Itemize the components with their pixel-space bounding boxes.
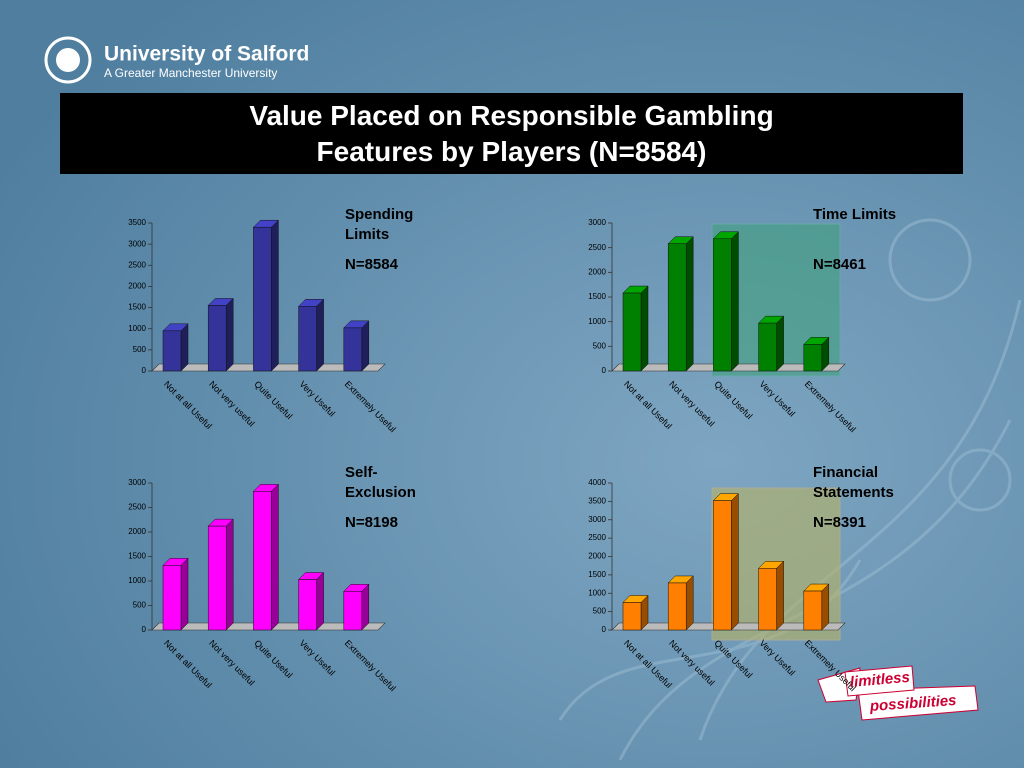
- y-tick-label: 1500: [588, 292, 606, 301]
- title: Value Placed on Responsible Gambling Fea…: [249, 99, 774, 167]
- bar-side: [271, 219, 279, 372]
- bar: [758, 322, 777, 372]
- y-tick-label: 500: [133, 601, 147, 610]
- bar: [343, 591, 363, 631]
- y-tick-label: 3500: [128, 218, 146, 227]
- logo-emblem: [56, 48, 80, 72]
- logo-emblem: [44, 36, 92, 84]
- y-tick-label: 0: [602, 366, 607, 375]
- bar-side: [180, 323, 189, 372]
- y-tick-label: 2500: [588, 533, 606, 542]
- bar: [253, 491, 272, 631]
- y-tick-label: 2500: [588, 243, 606, 252]
- banner: limitless possibilities: [817, 665, 979, 721]
- ribbon: [857, 685, 979, 721]
- y-tick-label: 3500: [588, 496, 606, 505]
- bar-side: [731, 231, 739, 372]
- chart-label: Spending Limits: [345, 206, 414, 243]
- title-box: Value Placed on Responsible Gambling Fea…: [60, 93, 963, 174]
- y-tick-label: 0: [602, 625, 607, 634]
- bar: [207, 305, 227, 372]
- bar: [803, 590, 823, 631]
- y-tick-label: 4000: [588, 478, 606, 487]
- bar-side: [271, 483, 279, 631]
- y-tick-label: 500: [133, 345, 147, 354]
- sample-size: N=8461: [813, 256, 866, 273]
- bar-side: [640, 285, 649, 372]
- sample-size: N=8391: [813, 514, 866, 531]
- y-tick-label: 2000: [128, 282, 146, 291]
- bar: [343, 327, 363, 372]
- y-tick-label: 500: [593, 341, 607, 350]
- chart-label: Self-Exclusion: [345, 464, 416, 501]
- chart-label: Time Limits: [813, 206, 897, 223]
- y-tick-label: 1500: [128, 303, 146, 312]
- sample-size: N=8584: [345, 256, 398, 273]
- y-tick-label: 2000: [588, 267, 606, 276]
- bar-side: [316, 298, 324, 372]
- bar-side: [776, 560, 784, 631]
- bar-side: [316, 571, 324, 631]
- y-tick-label: 2500: [128, 503, 146, 512]
- y-tick-label: 1000: [588, 588, 606, 597]
- bar-side: [821, 583, 830, 631]
- bar-side: [685, 575, 694, 631]
- brand: University of Salford: [104, 43, 309, 66]
- y-tick-label: 0: [142, 366, 147, 375]
- bar: [713, 238, 732, 372]
- y-tick-label: 0: [142, 625, 147, 634]
- bar: [758, 568, 777, 631]
- bar-side: [361, 583, 370, 631]
- bar-side: [731, 493, 739, 631]
- bar-side: [776, 315, 784, 372]
- bar: [253, 226, 272, 372]
- y-tick-label: 1000: [128, 324, 146, 333]
- bar: [713, 500, 732, 631]
- bar-side: [225, 518, 234, 631]
- bar: [162, 330, 182, 372]
- y-tick-label: 2500: [128, 260, 146, 269]
- bar: [298, 306, 317, 372]
- banner-text: possibilities: [868, 692, 957, 715]
- bar: [298, 579, 317, 631]
- bar-side: [180, 557, 189, 631]
- y-tick-label: 1500: [128, 552, 146, 561]
- y-tick-label: 3000: [588, 218, 606, 227]
- y-tick-label: 1000: [128, 576, 146, 585]
- y-tick-label: 2000: [588, 552, 606, 561]
- tagline: A Greater Manchester University: [104, 66, 277, 80]
- y-tick-label: 2000: [128, 527, 146, 536]
- y-tick-label: 500: [593, 607, 607, 616]
- bar: [667, 582, 687, 631]
- bar-side: [361, 320, 370, 372]
- bar: [162, 565, 182, 631]
- bar: [803, 344, 823, 372]
- ribbon: [844, 665, 915, 697]
- y-tick-label: 3000: [588, 515, 606, 524]
- sample-size: N=8198: [345, 514, 398, 531]
- y-tick-label: 1500: [588, 570, 606, 579]
- bar: [622, 292, 642, 372]
- y-tick-label: 1000: [588, 317, 606, 326]
- y-tick-label: 3000: [128, 239, 146, 248]
- banner-text: limitless: [849, 669, 910, 691]
- bar-side: [685, 236, 694, 372]
- bar: [622, 602, 642, 631]
- bar: [667, 243, 687, 372]
- bar-side: [225, 297, 234, 372]
- y-tick-label: 3000: [128, 478, 146, 487]
- chart-label: Financial Statements: [813, 464, 894, 501]
- bar: [207, 525, 227, 631]
